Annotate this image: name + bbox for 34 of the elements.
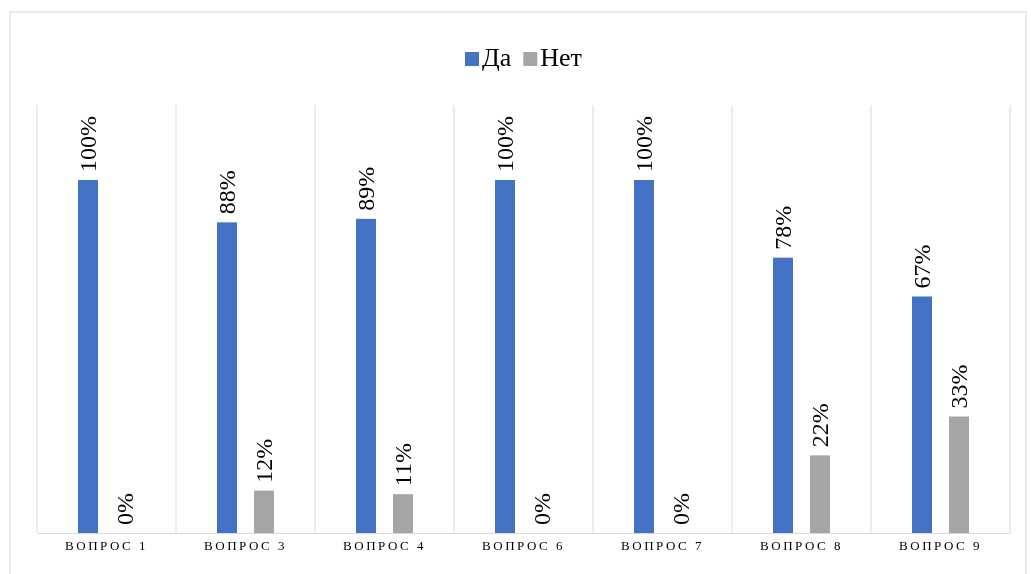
bar xyxy=(495,180,515,533)
data-label: 78% xyxy=(770,205,796,250)
data-label: 0% xyxy=(529,493,555,525)
bar xyxy=(254,490,274,533)
x-tick-label: ВОПРОС 6 xyxy=(482,538,565,553)
data-label: 0% xyxy=(668,493,694,525)
bar xyxy=(949,416,969,533)
x-tick-label: ВОПРОС 9 xyxy=(899,538,982,553)
data-label: 88% xyxy=(214,170,240,215)
bar xyxy=(634,180,654,533)
legend-label: Нет xyxy=(540,43,582,72)
bar xyxy=(810,455,830,533)
bar xyxy=(912,296,932,533)
data-label: 22% xyxy=(807,403,833,448)
bar xyxy=(356,218,376,533)
data-label: 0% xyxy=(112,493,138,525)
x-tick-label: ВОПРОС 8 xyxy=(760,538,843,553)
legend-label: Да xyxy=(482,43,512,72)
x-tick-label: ВОПРОС 1 xyxy=(65,538,148,553)
data-label: 89% xyxy=(353,166,379,211)
x-tick-label: ВОПРОС 4 xyxy=(343,538,426,553)
x-tick-label: ВОПРОС 3 xyxy=(204,538,287,553)
data-label: 12% xyxy=(251,438,277,483)
bar xyxy=(217,222,237,533)
data-label: 33% xyxy=(946,364,972,409)
bar xyxy=(393,494,413,533)
data-label: 100% xyxy=(492,116,518,172)
bar xyxy=(773,257,793,533)
x-tick-label: ВОПРОС 7 xyxy=(621,538,704,553)
data-label: 11% xyxy=(390,443,416,487)
data-label: 100% xyxy=(631,116,657,172)
bar xyxy=(78,180,98,533)
data-label: 67% xyxy=(909,244,935,289)
data-label: 100% xyxy=(75,116,101,172)
